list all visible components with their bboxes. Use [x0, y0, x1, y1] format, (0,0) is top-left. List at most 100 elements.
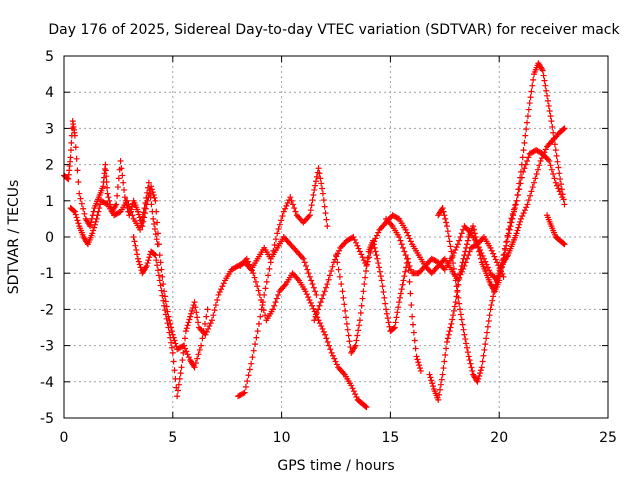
data-point — [246, 366, 253, 373]
data-point — [120, 179, 127, 186]
data-point — [309, 281, 316, 288]
data-point — [241, 389, 248, 396]
data-point — [183, 348, 190, 355]
data-point — [530, 76, 537, 83]
data-point — [185, 319, 192, 326]
data-point — [152, 252, 159, 259]
data-point — [439, 371, 446, 378]
data-point — [516, 221, 523, 228]
data-point — [548, 118, 555, 125]
data-point — [161, 307, 168, 314]
data-point — [132, 242, 139, 249]
data-point — [321, 203, 328, 210]
data-point — [555, 185, 562, 192]
y-tick-label: 0 — [45, 230, 54, 246]
data-point — [310, 284, 317, 291]
data-point — [373, 252, 380, 259]
data-point — [561, 201, 568, 208]
data-point — [352, 342, 359, 349]
data-point — [478, 364, 485, 371]
data-point — [356, 317, 363, 324]
data-point — [339, 288, 346, 295]
data-point — [487, 306, 494, 313]
data-point — [455, 294, 462, 301]
data-point — [203, 328, 210, 335]
data-point — [187, 313, 194, 320]
data-point — [557, 176, 564, 183]
data-point — [369, 237, 376, 244]
data-point — [456, 300, 463, 307]
data-point — [313, 291, 320, 298]
data-point — [400, 277, 407, 284]
data-point — [77, 195, 84, 202]
data-point — [81, 210, 88, 217]
data-point — [105, 194, 112, 201]
data-point — [468, 364, 475, 371]
data-point — [183, 325, 190, 332]
data-point — [407, 266, 414, 273]
data-point — [329, 263, 336, 270]
x-tick-label: 20 — [490, 430, 508, 446]
data-point — [315, 165, 322, 172]
data-point — [475, 375, 482, 382]
data-point — [550, 171, 557, 178]
data-point — [285, 197, 292, 204]
data-point — [505, 230, 512, 237]
data-point — [174, 393, 181, 400]
data-point — [539, 67, 546, 74]
data-point — [243, 255, 250, 262]
data-point — [181, 345, 188, 352]
data-point — [266, 265, 273, 272]
x-tick-label: 15 — [381, 430, 399, 446]
data-point — [280, 208, 287, 215]
data-point — [515, 186, 522, 193]
data-point — [312, 178, 319, 185]
data-point — [464, 349, 471, 356]
data-point — [471, 230, 478, 237]
data-point — [151, 251, 158, 258]
data-point — [305, 294, 312, 301]
data-point — [67, 147, 74, 154]
data-point — [517, 215, 524, 222]
data-point — [249, 354, 256, 361]
data-point — [514, 192, 521, 199]
data-point — [371, 244, 378, 251]
data-point — [169, 331, 176, 338]
data-point — [262, 312, 269, 319]
data-point — [343, 320, 350, 327]
data-point — [338, 281, 345, 288]
data-point — [529, 82, 536, 89]
data-point — [139, 213, 146, 220]
data-point — [68, 139, 75, 146]
data-point — [463, 344, 470, 351]
data-point — [548, 166, 555, 173]
data-point — [447, 324, 454, 331]
data-point — [152, 231, 159, 238]
data-point — [385, 319, 392, 326]
data-point — [442, 215, 449, 222]
data-point — [463, 244, 470, 251]
data-point — [483, 335, 490, 342]
data-point — [399, 281, 406, 288]
data-point — [136, 261, 143, 268]
data-point — [184, 322, 191, 329]
data-point — [144, 189, 151, 196]
data-point — [144, 260, 151, 267]
data-point — [269, 306, 276, 313]
data-point — [401, 248, 408, 255]
y-tick-label: 5 — [45, 49, 54, 65]
data-point — [271, 302, 278, 309]
data-point — [534, 166, 541, 173]
data-point — [490, 250, 497, 257]
data-point — [181, 342, 188, 349]
data-point — [359, 254, 366, 261]
data-point — [326, 272, 333, 279]
data-point — [540, 72, 547, 79]
data-point — [145, 257, 152, 264]
data-point — [333, 361, 340, 368]
data-point — [440, 365, 447, 372]
data-point — [129, 212, 136, 219]
y-tick-label: -3 — [40, 339, 54, 355]
data-point — [393, 314, 400, 321]
